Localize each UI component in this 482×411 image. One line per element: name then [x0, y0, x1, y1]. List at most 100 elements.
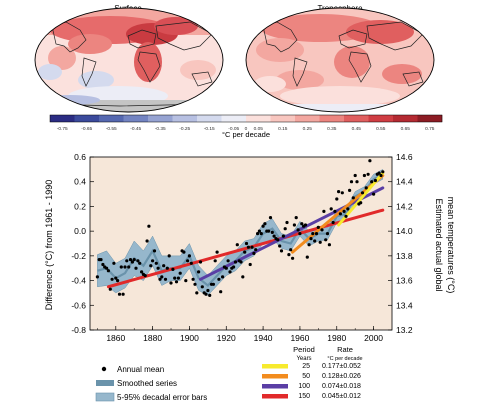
annual-mean-point	[289, 248, 293, 252]
annual-mean-point	[182, 250, 186, 254]
annual-mean-point	[355, 180, 359, 184]
annual-mean-point	[99, 258, 103, 262]
legend-error-swatch	[95, 392, 115, 402]
colorbar-tick-label: -0.35	[155, 126, 166, 132]
annual-mean-point	[272, 234, 276, 238]
trend-swatch-100	[262, 384, 288, 389]
colorbar-tick-label: 0.15	[278, 126, 288, 132]
colorbar-tick-label: -0.65	[81, 126, 92, 132]
trend-period: 150	[298, 393, 310, 400]
annual-mean-point	[204, 292, 208, 296]
annual-mean-point	[224, 266, 228, 270]
annual-mean-point	[241, 275, 245, 279]
annual-mean-point	[270, 230, 274, 234]
annual-mean-point	[233, 260, 238, 264]
x-tick-label: 1920	[217, 333, 236, 343]
x-tick-label: 1940	[254, 333, 273, 343]
annual-mean-point	[184, 279, 188, 283]
y-right-tick-label: 14.2	[396, 201, 413, 211]
annual-mean-point	[147, 224, 151, 228]
colorbar-segment	[148, 115, 173, 122]
annual-mean-point	[370, 180, 374, 184]
y-right-tick-label: 13.6	[396, 276, 413, 286]
annual-mean-point	[252, 251, 256, 255]
legend-smoothed-swatch	[96, 380, 114, 386]
annual-mean-point	[232, 265, 236, 269]
trend-rate: 0.074±0.018	[322, 383, 361, 390]
legend-error-label: 5-95% decadal error bars	[117, 393, 207, 402]
annual-mean-point	[327, 243, 331, 247]
annual-mean-point	[154, 261, 158, 265]
colorbar-tick-label: 0.25	[303, 126, 313, 132]
annual-mean-point	[346, 207, 350, 211]
annual-mean-point	[160, 275, 164, 279]
annual-mean-point	[257, 229, 261, 233]
colorbar-tick-label: -0.25	[179, 126, 190, 132]
annual-mean-point	[279, 249, 284, 253]
annual-mean-point	[314, 232, 319, 236]
annual-mean-point	[123, 265, 127, 269]
annual-mean-point	[132, 258, 136, 262]
annual-mean-point	[259, 232, 263, 236]
annual-mean-point	[149, 264, 153, 268]
annual-mean-point	[349, 180, 354, 184]
y-axis-label-left: Difference (°C) from 1961 - 1990	[44, 180, 54, 311]
annual-mean-point	[163, 277, 168, 281]
annual-mean-point	[373, 178, 377, 183]
y-tick-label: 0.4	[74, 177, 86, 187]
table-header-period: Period	[293, 345, 315, 354]
annual-mean-point	[298, 232, 302, 236]
y-axis-label-right-line2: mean temperatures (°C)	[446, 197, 456, 294]
y-right-tick-label: 14.0	[396, 226, 413, 236]
annual-mean-point	[348, 188, 352, 192]
annual-mean-point	[278, 244, 282, 248]
annual-mean-point	[276, 238, 280, 242]
colorbar-segment	[172, 115, 198, 122]
annual-mean-point	[145, 239, 149, 243]
annual-mean-point	[158, 277, 162, 281]
colorbar-segment	[393, 115, 418, 122]
annual-mean-point	[322, 209, 326, 213]
annual-mean-point	[261, 224, 265, 228]
colorbar-frame	[49, 114, 443, 123]
annual-mean-point	[340, 191, 344, 195]
y-tick-label: -0.8	[71, 325, 86, 335]
annual-mean-point	[128, 258, 133, 262]
annual-mean-point	[305, 255, 309, 259]
y-axis-label-right: Estimated actual global mean temperature…	[434, 197, 456, 294]
annual-mean-point	[256, 232, 260, 236]
annual-mean-point	[127, 265, 131, 269]
colorbar-tick-label: 0.55	[376, 126, 386, 132]
annual-mean-point	[169, 281, 173, 285]
annual-mean-point	[329, 207, 333, 211]
y-tick-label: 0.0	[74, 226, 86, 236]
annual-mean-point	[228, 270, 232, 274]
table-header-period-unit: Years	[296, 356, 311, 362]
colorbar-tick-label: -0.05	[228, 126, 239, 132]
annual-mean-point	[342, 209, 346, 213]
colorbar-segment	[270, 115, 296, 122]
legend-annual-mean-marker	[101, 366, 107, 372]
annual-mean-point	[125, 259, 129, 263]
x-tick-label: 1880	[143, 333, 162, 343]
annual-mean-point	[250, 245, 254, 249]
annual-mean-point	[106, 269, 110, 273]
x-tick-label: 1900	[180, 333, 199, 343]
annual-mean-point	[191, 277, 195, 281]
annual-mean-point	[372, 192, 376, 196]
annual-mean-point	[217, 277, 221, 281]
y-tick-label: 0.6	[74, 152, 86, 162]
annual-mean-point	[143, 274, 147, 278]
colorbar-segment	[197, 115, 222, 122]
annual-mean-point	[287, 253, 291, 257]
error-band	[97, 168, 384, 296]
coastlines-right	[262, 21, 424, 87]
annual-mean-point	[112, 261, 116, 265]
annual-mean-point	[117, 292, 122, 296]
annual-mean-point	[95, 275, 99, 279]
legend-smoothed-label: Smoothed series	[117, 379, 177, 388]
colorbar-segment	[221, 115, 247, 122]
annual-mean-point	[108, 287, 112, 291]
trend-swatch-50	[262, 374, 288, 379]
annual-mean-point	[267, 229, 271, 233]
